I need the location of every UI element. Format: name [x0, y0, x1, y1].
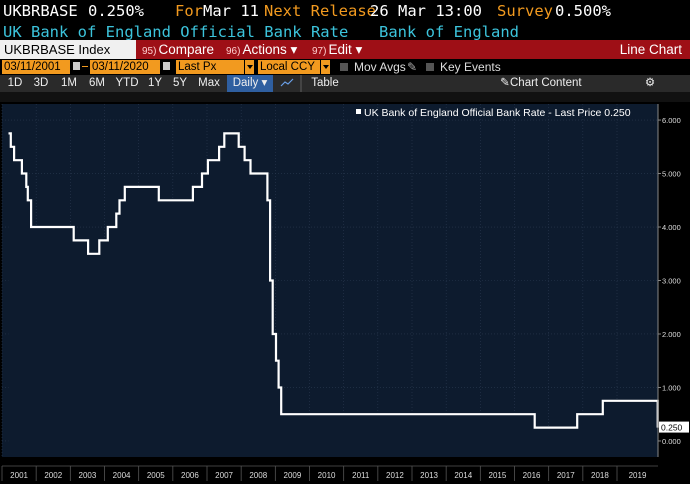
- ticker: UKBRBASE: [3, 2, 78, 20]
- x-tick-label: 2016: [523, 471, 541, 480]
- last-value-label: 0.250: [661, 423, 683, 433]
- chart-content-button[interactable]: Chart Content: [510, 77, 582, 89]
- survey-label: Survey: [497, 2, 553, 20]
- chart-type-title: Line Chart: [619, 42, 682, 57]
- actions-label: Actions ▾: [242, 42, 298, 57]
- x-axis: 2001 2002 2003 2004 2005 2006 2007 2008 2009 2010…: [1, 465, 658, 481]
- mov-avgs-checkbox[interactable]: [340, 63, 348, 71]
- x-tick-label: 2004: [113, 471, 131, 480]
- legend-marker: [356, 109, 361, 114]
- y-tick-label: 3.000: [662, 277, 681, 286]
- drawing-tools-strip: [0, 92, 690, 102]
- x-tick-label: 2017: [557, 471, 575, 480]
- description-row: UK Bank of England Official Bank Rate Ba…: [0, 22, 690, 41]
- x-tick-label: 2013: [420, 471, 438, 480]
- key-events-label: Key Events: [440, 60, 501, 74]
- controls-row: 03/11/2001 03/11/2020 Last Px Local CCY …: [0, 59, 690, 75]
- next-release-label: Next Release: [264, 2, 376, 20]
- date-range-dash: [82, 66, 88, 67]
- survey-value: 0.500%: [555, 2, 611, 20]
- y-tick-label: 4.000: [662, 223, 681, 232]
- x-tick-label: 2015: [489, 471, 507, 480]
- range-1d-button[interactable]: 1D: [7, 77, 23, 89]
- gridlines: [1, 104, 658, 457]
- security-header: UKBRBASE 0.250% For Mar 11 Next Release …: [0, 0, 690, 22]
- range-1y-button[interactable]: 1Y: [147, 77, 163, 89]
- range-max-button[interactable]: Max: [198, 77, 220, 89]
- edit-menu[interactable]: 97) Edit ▾: [312, 40, 362, 59]
- table-view-button[interactable]: Table: [311, 77, 339, 89]
- y-axis: 6.000 5.000 4.000 3.000 2.000 1.000 0.000: [657, 104, 681, 457]
- x-tick-label: 2006: [181, 471, 199, 480]
- actions-number: 96): [226, 46, 241, 57]
- calendar-icon[interactable]: [73, 62, 80, 70]
- range-ytd-button[interactable]: YTD: [115, 77, 139, 89]
- y-tick-label: 5.000: [662, 170, 681, 179]
- gear-icon[interactable]: ⚙: [644, 77, 656, 89]
- range-6m-button[interactable]: 6M: [89, 77, 105, 89]
- x-tick-label: 2019: [629, 471, 647, 480]
- x-tick-label: 2018: [591, 471, 609, 480]
- series-area: [8, 133, 658, 457]
- x-tick-label: 2010: [318, 471, 336, 480]
- x-tick-label: 2001: [10, 471, 28, 480]
- menu-bar: UKBRBASE Index 95) Compare 96) Actions ▾ 9…: [0, 40, 690, 59]
- y-tick-label: 1.000: [662, 383, 681, 392]
- range-5y-button[interactable]: 5Y: [172, 77, 188, 89]
- field-select[interactable]: Last Px: [176, 60, 254, 74]
- x-tick-label: 2003: [79, 471, 97, 480]
- compare-label: Compare: [158, 42, 214, 57]
- for-date: Mar 11: [203, 2, 259, 20]
- current-rate: 0.250%: [88, 2, 144, 20]
- x-tick-label: 2002: [44, 471, 62, 480]
- actions-menu[interactable]: 96) Actions ▾: [226, 40, 297, 59]
- pencil-icon[interactable]: ✎: [500, 77, 510, 89]
- range-1m-button[interactable]: 1M: [61, 77, 77, 89]
- chart-icon[interactable]: [278, 75, 296, 92]
- y-tick-label: 0.000: [662, 437, 681, 446]
- chevron-down-icon[interactable]: [244, 60, 254, 74]
- index-field[interactable]: UKBRBASE Index: [0, 40, 136, 59]
- end-date-field[interactable]: 03/11/2020: [90, 60, 160, 74]
- range-3d-button[interactable]: 3D: [33, 77, 49, 89]
- currency-select[interactable]: Local CCY: [258, 60, 330, 74]
- x-tick-label: 2005: [147, 471, 165, 480]
- next-release-date: 26 Mar 13:00: [370, 2, 482, 20]
- frequency-select[interactable]: Daily ▾: [227, 75, 273, 92]
- x-tick-label: 2009: [284, 471, 302, 480]
- compare-menu[interactable]: 95) Compare: [142, 40, 214, 59]
- key-events-checkbox[interactable]: [426, 63, 434, 71]
- chart-toolbar: 1D 3D 1M 6M YTD 1Y 5Y Max Daily ▾ Table …: [0, 75, 690, 92]
- compare-number: 95): [142, 46, 157, 57]
- x-tick-label: 2014: [454, 471, 472, 480]
- edit-number: 97): [312, 46, 327, 57]
- y-tick-label: 6.000: [662, 116, 681, 125]
- toolbar-divider: [300, 75, 302, 92]
- legend-label: UK Bank of England Official Bank Rate - …: [364, 107, 631, 119]
- security-description: UK Bank of England Official Bank Rate: [3, 23, 349, 41]
- for-label: For: [175, 2, 203, 20]
- x-tick-label: 2011: [352, 471, 370, 480]
- data-source: Bank of England: [379, 23, 519, 41]
- y-tick-label: 2.000: [662, 330, 681, 339]
- chart-area: 6.000 5.000 4.000 3.000 2.000 1.000 0.000 2001…: [1, 104, 689, 481]
- last-value-box: 0.250: [659, 421, 689, 433]
- x-tick-label: 2007: [215, 471, 233, 480]
- mov-avgs-label: Mov Avgs: [354, 60, 406, 74]
- x-tick-label: 2012: [386, 471, 404, 480]
- start-date-field[interactable]: 03/11/2001: [2, 60, 70, 74]
- x-tick-label: 2008: [249, 471, 267, 480]
- series-line: [8, 132, 659, 429]
- chevron-down-icon[interactable]: [320, 60, 330, 74]
- pencil-icon[interactable]: ✎: [407, 60, 418, 74]
- edit-label: Edit ▾: [328, 42, 363, 57]
- calendar-icon[interactable]: [163, 62, 170, 70]
